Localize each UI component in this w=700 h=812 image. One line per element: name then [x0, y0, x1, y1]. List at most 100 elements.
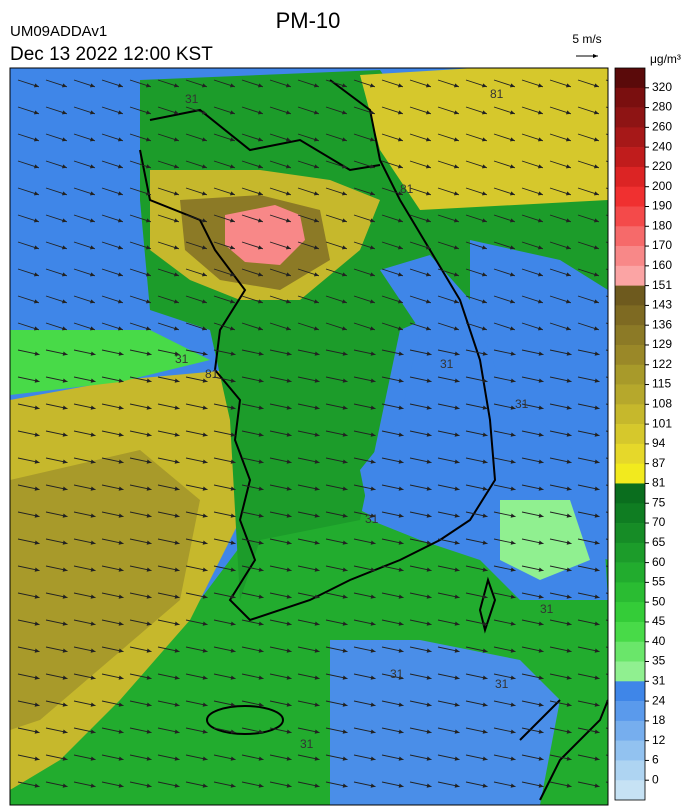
wind-arrowhead [229, 272, 235, 277]
wind-arrowhead [34, 405, 40, 410]
wind-arrowhead [286, 783, 292, 788]
wind-arrowhead [174, 513, 180, 518]
wind-arrowhead [509, 299, 515, 304]
wind-arrowhead [257, 326, 263, 331]
wind-arrowhead [285, 218, 291, 223]
colorbar-box [615, 443, 645, 464]
wind-arrowhead [61, 299, 67, 304]
wind-arrowhead [230, 702, 236, 707]
wind-arrowhead [537, 83, 543, 88]
colorbar-tick-label: 55 [652, 575, 666, 589]
colorbar-tick-label: 200 [652, 179, 672, 193]
wind-arrowhead [33, 299, 39, 304]
wind-arrowhead [174, 621, 180, 626]
wind-arrowhead [398, 513, 404, 518]
wind-arrowhead [398, 621, 404, 626]
wind-arrowhead [342, 567, 348, 572]
wind-arrowhead [33, 83, 39, 88]
wind-arrowhead [174, 567, 180, 572]
wind-arrowhead [173, 110, 179, 115]
wind-arrowhead [566, 459, 572, 464]
wind-arrowhead [285, 245, 291, 250]
wind-arrowhead [454, 513, 460, 518]
wind-arrowhead [370, 567, 376, 572]
wind-arrowhead [369, 191, 375, 196]
wind-arrowhead [286, 756, 292, 761]
wind-arrowhead [61, 164, 67, 169]
wind-arrowhead [342, 675, 348, 680]
wind-arrowhead [62, 621, 68, 626]
wind-arrowhead [594, 432, 600, 437]
wind-arrowhead [370, 540, 376, 545]
wind-arrowhead [453, 326, 459, 331]
wind-arrowhead [257, 245, 263, 250]
colorbar-tick-label: 108 [652, 396, 672, 410]
field-pale [500, 500, 590, 580]
wind-arrowhead [90, 621, 96, 626]
wind-arrowhead [398, 783, 404, 788]
wind-arrowhead [34, 486, 40, 491]
wind-arrowhead [230, 351, 236, 356]
wind-arrowhead [202, 783, 208, 788]
wind-arrowhead [285, 164, 291, 169]
wind-arrowhead [257, 272, 263, 277]
wind-arrowhead [454, 540, 460, 545]
wind-arrowhead [89, 245, 95, 250]
wind-arrowhead [285, 299, 291, 304]
colorbar-box [615, 483, 645, 504]
colorbar-tick-label: 240 [652, 139, 672, 153]
wind-arrowhead [202, 621, 208, 626]
wind-arrowhead [34, 567, 40, 572]
wind-arrowhead [34, 675, 40, 680]
wind-arrowhead [34, 621, 40, 626]
wind-arrowhead [314, 405, 320, 410]
wind-arrowhead [90, 702, 96, 707]
wind-arrowhead [565, 326, 571, 331]
colorbar-tick-label: 6 [652, 753, 659, 767]
wind-arrowhead [286, 594, 292, 599]
colorbar-box [615, 424, 645, 445]
wind-arrowhead [314, 621, 320, 626]
wind-arrowhead [510, 702, 516, 707]
wind-arrowhead [90, 540, 96, 545]
wind-arrowhead [426, 405, 432, 410]
wind-arrowhead [482, 513, 488, 518]
wind-arrowhead [481, 326, 487, 331]
wind-arrowhead [342, 756, 348, 761]
wind-arrowhead [397, 326, 403, 331]
colorbar-box [615, 542, 645, 563]
wind-arrowhead [202, 486, 208, 491]
wind-arrowhead [230, 432, 236, 437]
wind-arrowhead [146, 378, 152, 383]
wind-arrowhead [118, 405, 124, 410]
wind-arrowhead [118, 540, 124, 545]
wind-arrowhead [258, 594, 264, 599]
wind-arrowhead [314, 702, 320, 707]
wind-arrowhead [538, 702, 544, 707]
wind-arrowhead [369, 245, 375, 250]
wind-arrowhead [34, 540, 40, 545]
wind-arrowhead [370, 405, 376, 410]
wind-arrowhead [257, 164, 263, 169]
wind-arrowhead [454, 459, 460, 464]
wind-arrowhead [566, 567, 572, 572]
wind-arrowhead [89, 137, 95, 142]
wind-arrowhead [481, 191, 487, 196]
wind-arrowhead [62, 648, 68, 653]
wind-arrowhead [118, 783, 124, 788]
wind-arrowhead [313, 137, 319, 142]
wind-arrowhead [538, 567, 544, 572]
wind-arrowhead [398, 486, 404, 491]
wind-arrowhead [510, 459, 516, 464]
wind-arrowhead [62, 378, 68, 383]
wind-arrowhead [173, 218, 179, 223]
wind-arrowhead [258, 513, 264, 518]
wind-arrowhead [146, 702, 152, 707]
wind-arrowhead [341, 164, 347, 169]
wind-arrowhead [342, 621, 348, 626]
wind-arrowhead [370, 621, 376, 626]
wind-arrowhead [369, 83, 375, 88]
wind-arrowhead [62, 594, 68, 599]
wind-arrowhead [33, 272, 39, 277]
colorbar-box [615, 562, 645, 583]
